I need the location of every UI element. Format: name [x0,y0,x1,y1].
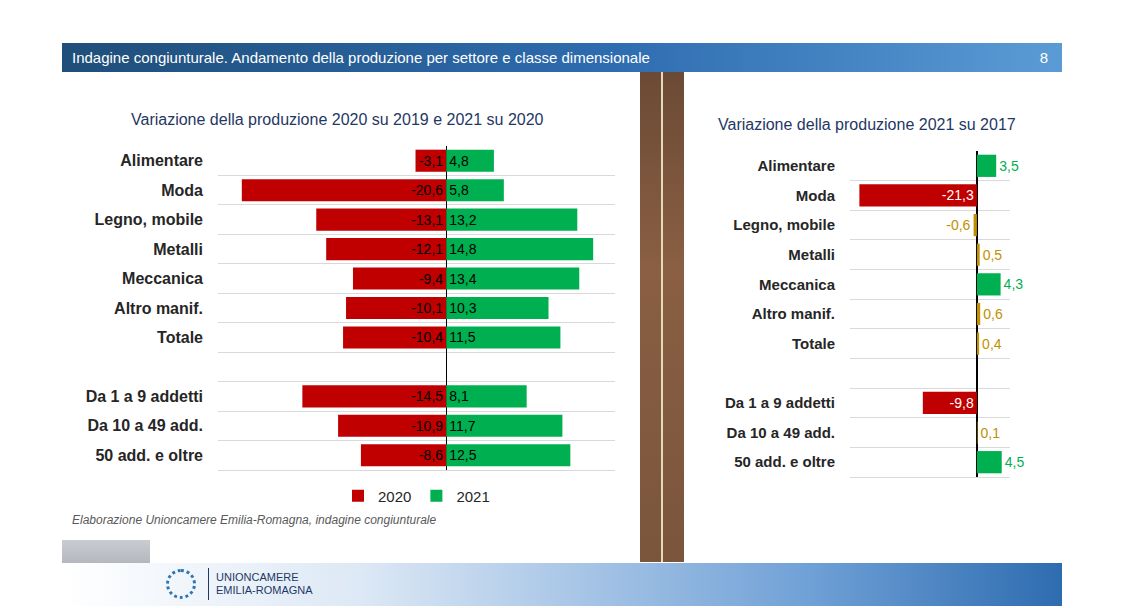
svg-text:Legno, mobile: Legno, mobile [733,216,835,233]
svg-text:11,7: 11,7 [449,418,475,434]
svg-text:Moda: Moda [796,187,836,204]
svg-text:-9,8: -9,8 [950,395,974,411]
svg-text:10,3: 10,3 [449,300,476,316]
svg-text:-10,9: -10,9 [411,418,443,434]
svg-text:-3,1: -3,1 [419,153,443,169]
svg-text:Variazione della produzione 20: Variazione della produzione 2021 su 2017 [718,116,1016,133]
svg-text:Da 1 a 9 addetti: Da 1 a 9 addetti [725,394,835,411]
svg-text:-10,4: -10,4 [411,329,443,345]
svg-text:-0,6: -0,6 [946,217,970,233]
html-text:Elaborazione Unioncamere Emili: Elaborazione Unioncamere Emilia-Romagna,… [72,513,437,527]
svg-text:14,8: 14,8 [449,241,476,257]
svg-text:13,2: 13,2 [449,212,476,228]
svg-text:Variazione della produzione 20: Variazione della produzione 2020 su 2019… [131,111,544,128]
svg-text:Da 10 a 49 add.: Da 10 a 49 add. [727,424,835,441]
svg-text:Metalli: Metalli [788,246,835,263]
svg-text:Totale: Totale [157,329,203,346]
svg-text:-12,1: -12,1 [411,241,443,257]
svg-text:Altro manif.: Altro manif. [752,305,835,322]
svg-text:11,5: 11,5 [449,329,475,345]
svg-text:Meccanica: Meccanica [759,276,836,293]
svg-text:0,6: 0,6 [983,306,1003,322]
svg-text:0,5: 0,5 [983,247,1003,263]
svg-text:0,1: 0,1 [980,425,1000,441]
svg-text:5,8: 5,8 [449,182,469,198]
html-text:UNIONCAMERE: UNIONCAMERE [216,571,299,583]
svg-text:Altro manif.: Altro manif. [114,300,203,317]
svg-text:Da 1 a 9 addetti: Da 1 a 9 addetti [86,388,203,405]
svg-text:-20,6: -20,6 [411,182,443,198]
svg-text:-13,1: -13,1 [411,212,443,228]
svg-text:12,5: 12,5 [449,447,476,463]
svg-text:4,3: 4,3 [1004,276,1024,292]
svg-text:Totale: Totale [792,335,835,352]
svg-text:Alimentare: Alimentare [120,152,203,169]
svg-text:50 add. e oltre: 50 add. e oltre [95,447,203,464]
svg-text:-9,4: -9,4 [419,271,443,287]
svg-text:-10,1: -10,1 [411,300,443,316]
svg-text:Metalli: Metalli [153,241,203,258]
svg-text:Legno, mobile: Legno, mobile [95,211,204,228]
html-text:EMILIA-ROMAGNA: EMILIA-ROMAGNA [216,584,313,596]
svg-text:13,4: 13,4 [449,271,476,287]
svg-text:Da 10 a 49 add.: Da 10 a 49 add. [87,417,203,434]
svg-text:3,5: 3,5 [999,158,1019,174]
html-text:Indagine congiunturale. Andame: Indagine congiunturale. Andamento della … [72,49,650,66]
svg-text:Alimentare: Alimentare [757,157,835,174]
svg-text:2020: 2020 [378,488,411,505]
svg-text:50 add. e oltre: 50 add. e oltre [734,453,835,470]
svg-text:4,8: 4,8 [449,153,469,169]
svg-text:8,1: 8,1 [449,388,469,404]
svg-text:-8,6: -8,6 [419,447,443,463]
svg-text:Meccanica: Meccanica [122,270,203,287]
svg-text:-21,3: -21,3 [942,187,974,203]
html-text:8: 8 [1039,49,1048,66]
svg-text:0,4: 0,4 [982,336,1002,352]
svg-text:Moda: Moda [161,182,203,199]
svg-text:4,5: 4,5 [1005,454,1025,470]
svg-text:-14,5: -14,5 [411,388,443,404]
svg-text:2021: 2021 [456,488,489,505]
